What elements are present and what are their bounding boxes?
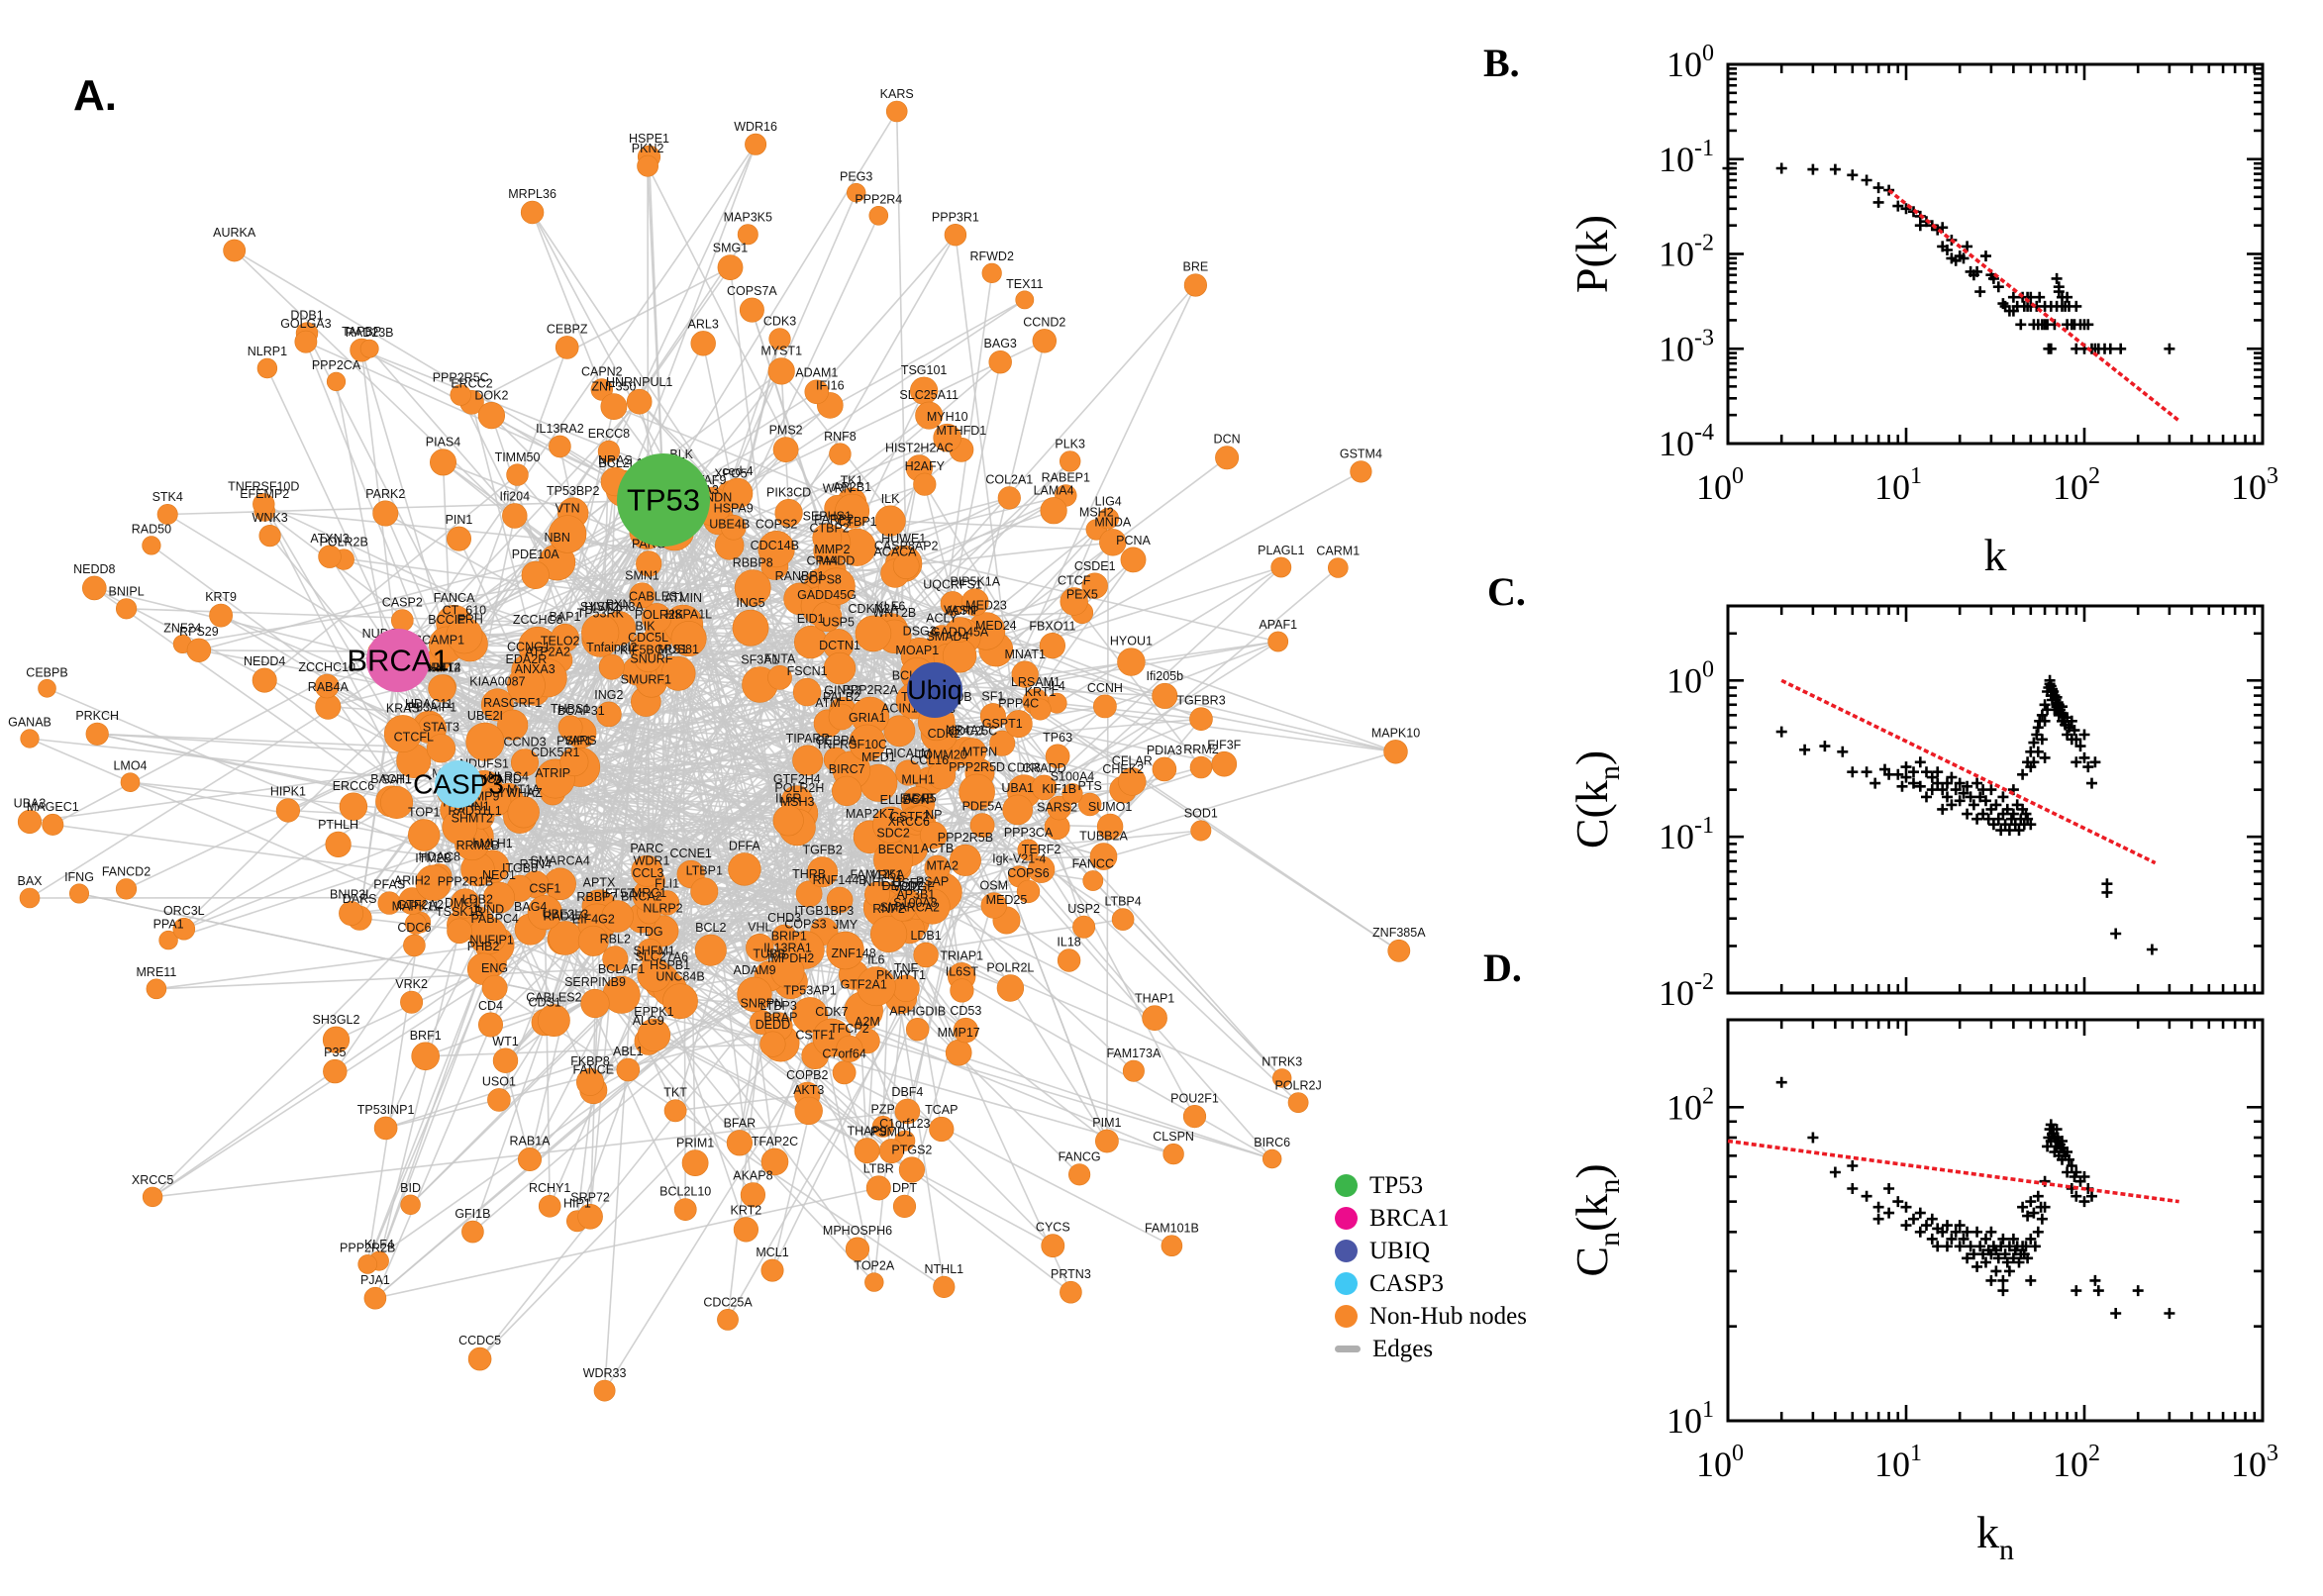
legend-item-ubiq: UBIQ — [1335, 1235, 1527, 1267]
x-tick-label: 102 — [2053, 1441, 2100, 1484]
hub-tp53: TP53 — [617, 453, 710, 547]
y-tick-label: 10-4 — [1659, 420, 1714, 463]
y-tick-label: 102 — [1666, 1083, 1714, 1127]
hub-label-tp53: TP53 — [627, 483, 700, 518]
legend-label: Edges — [1372, 1335, 1434, 1362]
network-node-labels: TP53RKKIAA0087THAP9CDC14BTHAP1NLRP2TP53A… — [8, 87, 1426, 1380]
legend-label: Non-Hub nodes — [1369, 1302, 1528, 1330]
x-tick-label: 102 — [2053, 463, 2100, 507]
legend-label: TP53 — [1369, 1171, 1424, 1199]
y-tick-label: 101 — [1666, 1397, 1714, 1441]
y-axis-label: P(k) — [1566, 215, 1617, 293]
hub-brca1: BRCA1 — [347, 629, 450, 692]
fit-line — [1727, 1139, 2179, 1204]
axis-ticks — [1726, 62, 2265, 446]
legend-label: UBIQ — [1369, 1237, 1431, 1264]
network-hubs: TP53 BRCA1 Ubiq CASP3 — [347, 453, 962, 808]
fit-line — [1780, 678, 2157, 865]
legend-dot-icon — [1335, 1174, 1358, 1197]
panel-b-label: B. — [1483, 41, 1520, 85]
hub-label-ubiq: Ubiq — [907, 675, 962, 705]
axis-ticks — [1726, 606, 2265, 995]
legend-label: CASP3 — [1369, 1269, 1445, 1297]
y-tick-label: 10-2 — [1659, 231, 1714, 274]
x-tick-label: 103 — [2231, 1441, 2278, 1484]
y-axis-label: Cn(kn) — [1566, 1163, 1626, 1276]
panel-a-label: A. — [73, 71, 117, 120]
y-tick-label: 100 — [1666, 41, 1714, 84]
legend-label: BRCA1 — [1369, 1204, 1450, 1232]
fit-line — [1887, 188, 2181, 424]
legend-dot-icon — [1335, 1207, 1358, 1230]
y-tick-label: 10-1 — [1659, 813, 1714, 856]
plot-c: 100 10-1 10-2 C(kn) — [1566, 604, 2265, 1013]
legend-item-non-hub-nodes: Non-Hub nodes — [1335, 1300, 1527, 1333]
y-tick-label: 100 — [1666, 656, 1714, 700]
x-tick-label: 101 — [1874, 1441, 1922, 1484]
network-legend: TP53 BRCA1 UBIQ CASP3 Non-Hub nodes Edges — [1335, 1169, 1527, 1365]
y-tick-label: 10-2 — [1659, 969, 1714, 1013]
panel-c-label: C. — [1487, 569, 1526, 614]
y-axis-label: C(kn) — [1566, 750, 1626, 848]
scatter-points — [1775, 1076, 2175, 1319]
y-tick-label: 10-3 — [1659, 325, 1714, 368]
hub-label-casp3: CASP3 — [413, 769, 504, 800]
hub-ubiq: Ubiq — [907, 662, 962, 718]
legend-item-casp3: CASP3 — [1335, 1267, 1527, 1300]
network-nodes — [17, 100, 1411, 1402]
x-axis-label: k — [1984, 530, 2007, 580]
legend-dot-icon — [1335, 1305, 1358, 1328]
legend-dot-icon — [1335, 1272, 1358, 1295]
x-axis-label: kn — [1976, 1507, 2014, 1566]
legend-dot-icon — [1335, 1240, 1358, 1262]
hub-label-brca1: BRCA1 — [347, 644, 449, 678]
panel-d-label: D. — [1483, 946, 1522, 990]
x-tick-label: 103 — [2231, 463, 2278, 507]
legend-item-tp53: TP53 — [1335, 1169, 1527, 1202]
axis-ticks — [1726, 1020, 2265, 1423]
legend-edge-icon — [1335, 1346, 1361, 1352]
legend-item-brca1: BRCA1 — [1335, 1202, 1527, 1235]
x-tick-label: 100 — [1696, 1441, 1744, 1484]
x-tick-label: 101 — [1874, 463, 1922, 507]
scatter-points — [1722, 162, 2175, 354]
hub-casp3: CASP3 — [413, 760, 504, 808]
legend-item-edges: Edges — [1335, 1333, 1527, 1365]
y-tick-label: 10-1 — [1659, 136, 1714, 179]
scatter-points — [1775, 674, 2158, 955]
x-tick-label: 100 — [1696, 463, 1744, 507]
